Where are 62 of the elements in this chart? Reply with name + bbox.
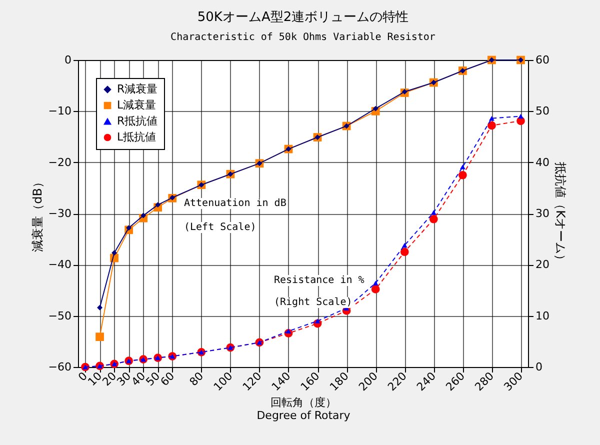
x-tick-label: 60 bbox=[158, 370, 178, 389]
x-axis-title: 回転角（度） Degree of Rotary bbox=[256, 396, 351, 422]
point bbox=[96, 332, 104, 341]
x-tick-label: 160 bbox=[298, 370, 322, 394]
point bbox=[458, 170, 467, 180]
point bbox=[140, 212, 146, 218]
x-tick-label: 300 bbox=[501, 370, 526, 394]
point bbox=[372, 106, 378, 112]
point bbox=[460, 164, 466, 170]
point bbox=[402, 88, 408, 94]
chart-title: 50KオームA型2連ボリュームの特性 bbox=[197, 10, 409, 25]
y2-tick-label: 20 bbox=[536, 258, 550, 272]
point bbox=[488, 121, 496, 130]
y2-tick-label: 10 bbox=[536, 309, 550, 322]
y-tick-label: −40 bbox=[48, 258, 72, 272]
point bbox=[429, 214, 438, 224]
x-tick-label: 140 bbox=[269, 370, 294, 394]
point bbox=[286, 328, 292, 334]
y2-axis-title: 抵抗値（Kオーム） bbox=[553, 161, 568, 266]
annotation: (Right Scale) bbox=[272, 297, 354, 308]
point bbox=[518, 114, 524, 119]
y-tick-label: −20 bbox=[48, 156, 72, 169]
point bbox=[488, 116, 494, 121]
point bbox=[400, 248, 409, 256]
legend-label: L減衰量 bbox=[117, 98, 156, 112]
annotation: Attenuation in dB bbox=[182, 198, 288, 209]
y-tick-label: −30 bbox=[48, 207, 72, 220]
annotation: (Left Scale) bbox=[182, 222, 258, 233]
y-tick-label: −10 bbox=[48, 104, 72, 118]
y-tick-label: −50 bbox=[48, 309, 72, 322]
point bbox=[314, 318, 320, 324]
point bbox=[112, 250, 118, 256]
y-tick-label: −60 bbox=[48, 360, 72, 374]
x-tick-label: 280 bbox=[472, 370, 496, 394]
annotation: Resistance in % bbox=[272, 275, 366, 286]
y-axis-title: 減衰量（dB） bbox=[30, 176, 44, 252]
legend-label: R抵抗値 bbox=[117, 114, 158, 128]
x-tick-label: 220 bbox=[385, 370, 410, 394]
y2-tick-label: 60 bbox=[536, 54, 550, 66]
point bbox=[126, 225, 132, 231]
point bbox=[155, 202, 161, 208]
point bbox=[402, 242, 408, 248]
x-tick-label: 200 bbox=[356, 370, 380, 394]
point bbox=[371, 285, 380, 294]
y2-tick-label: 50 bbox=[536, 104, 550, 118]
point bbox=[430, 210, 436, 215]
legend-label: R減衰量 bbox=[117, 82, 158, 96]
y2-tick-label: 0 bbox=[536, 360, 542, 374]
x-tick-label: 120 bbox=[240, 370, 264, 394]
chart-subtitle: Characteristic of 50k Ohms Variable Resistor bbox=[170, 32, 436, 43]
x-tick-label: 240 bbox=[414, 370, 438, 394]
point bbox=[372, 280, 378, 286]
legend-label: L抵抗値 bbox=[117, 130, 156, 144]
y2-tick-label: 40 bbox=[536, 156, 550, 169]
x-tick-label: 30 bbox=[114, 370, 134, 389]
x-tick-label: 80 bbox=[187, 370, 206, 389]
point bbox=[97, 304, 103, 310]
y-tick-label: 0 bbox=[64, 54, 72, 66]
x-tick-label: 100 bbox=[211, 370, 236, 394]
x-tick-label: 260 bbox=[443, 370, 468, 394]
y2-tick-label: 30 bbox=[536, 207, 550, 220]
x-tick-label: 180 bbox=[327, 370, 352, 394]
